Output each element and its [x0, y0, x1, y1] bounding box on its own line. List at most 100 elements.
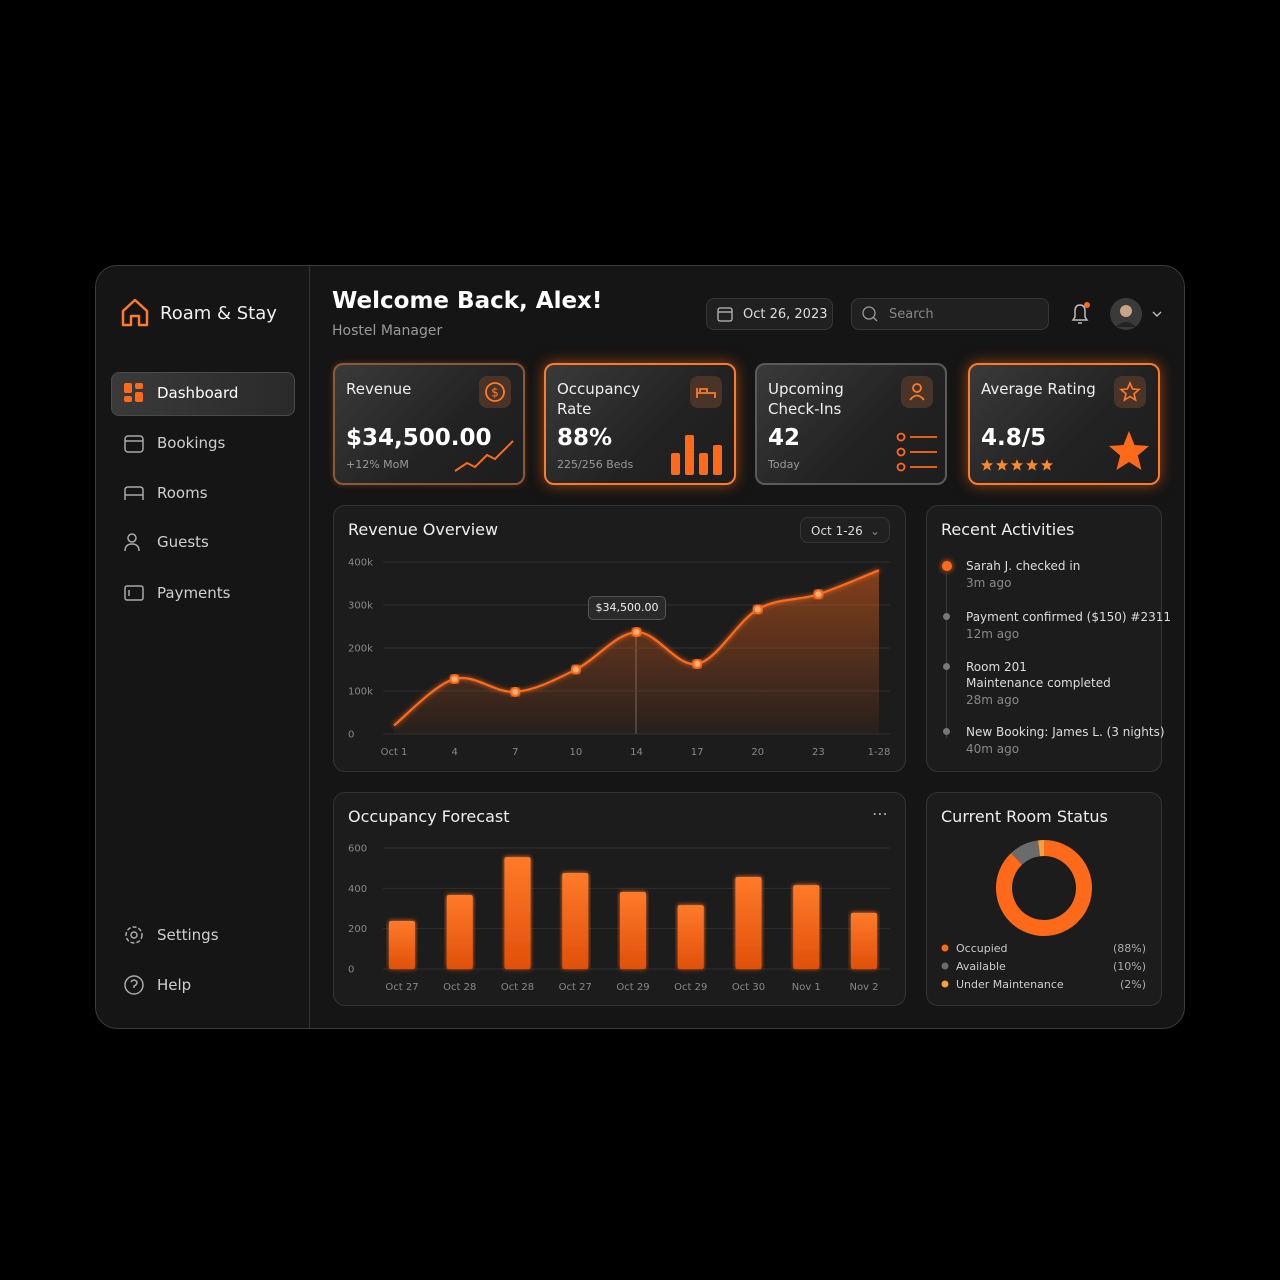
- y-tick-label: 400: [348, 884, 367, 895]
- nav-item[interactable]: Dashboard: [157, 384, 239, 402]
- card-title: Average Rating: [981, 380, 1096, 398]
- nav-icon: [124, 975, 144, 995]
- range-dropdown[interactable]: Oct 1-26 ⌄: [800, 517, 890, 543]
- x-tick-label: 17: [691, 747, 704, 758]
- card-icon: [901, 376, 933, 408]
- timeline-dot: [943, 728, 950, 735]
- card-icon: $: [479, 376, 511, 408]
- card-title: Occupancy Rate: [557, 380, 641, 418]
- card-title: Upcoming Check-Ins: [768, 380, 844, 418]
- bell-icon[interactable]: [1068, 300, 1094, 328]
- legend-value: (88%): [1113, 942, 1146, 955]
- card-icon: [1114, 376, 1146, 408]
- range-text: Oct 1-26: [811, 524, 863, 538]
- x-tick-label: Nov 2: [849, 982, 878, 993]
- x-tick-label: 23: [812, 747, 825, 758]
- legend-dot: [941, 980, 949, 988]
- kpi-card[interactable]: Occupancy Rate 88% 225/256 Beds: [544, 363, 736, 485]
- card-icon: [690, 376, 722, 408]
- nav-icon: [124, 533, 140, 552]
- search-placeholder: Search: [889, 307, 934, 322]
- x-tick-label: Oct 28: [501, 982, 534, 993]
- timeline-dot: [943, 613, 950, 620]
- nav-item[interactable]: Bookings: [157, 434, 226, 452]
- search-icon: [862, 306, 878, 322]
- search-box[interactable]: Search: [851, 298, 1049, 330]
- svg-text:$: $: [491, 386, 499, 400]
- legend-label: Available: [956, 960, 1006, 973]
- nav-item[interactable]: Help: [157, 976, 192, 994]
- panel-title: Recent Activities: [941, 520, 1075, 539]
- panel-title: Occupancy Forecast: [348, 807, 510, 826]
- y-tick-label: 100k: [348, 687, 373, 698]
- point: [449, 673, 460, 684]
- timeline-dot: [942, 561, 952, 571]
- card-mini-bars: [671, 435, 722, 475]
- activity-time: 28m ago: [966, 693, 1020, 707]
- nav-item[interactable]: Settings: [157, 926, 219, 944]
- x-tick-label: Oct 27: [385, 982, 418, 993]
- timeline-dot: [943, 663, 950, 670]
- card-title: Revenue: [346, 380, 412, 398]
- x-tick-label: 20: [751, 747, 764, 758]
- avatar[interactable]: [1109, 297, 1169, 331]
- dropdown-caret: ⌄: [869, 524, 880, 538]
- bar: [851, 912, 877, 969]
- nav-icon: [124, 383, 143, 402]
- chart-tooltip: $34,500.00: [588, 596, 666, 620]
- bar: [677, 905, 704, 969]
- point: [631, 627, 642, 638]
- card-sparkline: [454, 440, 514, 472]
- nav-icon: [124, 435, 144, 453]
- donut-segment: [996, 840, 1092, 936]
- card-sub: Today: [768, 458, 800, 471]
- x-tick-label: Oct 29: [616, 982, 649, 993]
- legend-label: Under Maintenance: [956, 978, 1064, 991]
- card-value: 88%: [557, 425, 613, 451]
- bar: [389, 921, 415, 969]
- nav-item[interactable]: Guests: [157, 533, 209, 551]
- point: [510, 686, 521, 697]
- card-value: $34,500.00: [346, 425, 492, 451]
- timeline-line: [946, 573, 947, 738]
- bar: [562, 873, 589, 969]
- card-sub: +12% MoM: [346, 458, 409, 471]
- y-tick-label: 200: [348, 924, 367, 935]
- kpi-card[interactable]: Revenue $34,500.00 +12% MoM $: [333, 363, 525, 485]
- date-text: Oct 26, 2023: [743, 307, 828, 322]
- room-status-panel: [926, 792, 1162, 1006]
- sidebar-divider: [309, 266, 310, 1028]
- nav-item[interactable]: Payments: [157, 584, 231, 602]
- bar: [446, 894, 473, 969]
- kpi-card[interactable]: Upcoming Check-Ins 42 Today: [755, 363, 947, 485]
- activity-time: 40m ago: [966, 742, 1020, 756]
- more-menu[interactable]: ⋯: [872, 804, 888, 823]
- legend-dot: [941, 962, 949, 970]
- activity-time: 3m ago: [966, 576, 1012, 590]
- card-value: 42: [768, 425, 801, 451]
- x-tick-label: 1-28: [868, 747, 891, 758]
- bar: [620, 891, 646, 969]
- activity-time: 12m ago: [966, 627, 1020, 641]
- card-sub: 225/256 Beds: [557, 458, 634, 471]
- brand-name: Roam & Stay: [160, 303, 277, 324]
- nav-item[interactable]: Rooms: [157, 484, 208, 502]
- x-tick-label: Oct 1: [381, 747, 408, 758]
- kpi-card[interactable]: Average Rating 4.8/5: [968, 363, 1160, 485]
- y-tick-label: 300k: [348, 601, 373, 612]
- x-tick-label: 10: [570, 747, 583, 758]
- card-value: 4.8/5: [981, 425, 1047, 451]
- calendar-icon: [717, 307, 733, 322]
- x-tick-label: 14: [630, 747, 643, 758]
- legend-value: (2%): [1120, 978, 1146, 991]
- y-tick-label: 600: [348, 844, 367, 855]
- card-list-icon: [896, 432, 937, 472]
- x-tick-label: Oct 30: [732, 982, 765, 993]
- activity-text: New Booking: James L. (3 nights): [966, 725, 1165, 739]
- welcome-subtitle: Hostel Manager: [332, 323, 443, 339]
- nav-icon: [125, 926, 143, 944]
- legend-value: (10%): [1113, 960, 1146, 973]
- date-picker[interactable]: Oct 26, 2023: [706, 298, 833, 330]
- panel-title: Revenue Overview: [348, 520, 499, 539]
